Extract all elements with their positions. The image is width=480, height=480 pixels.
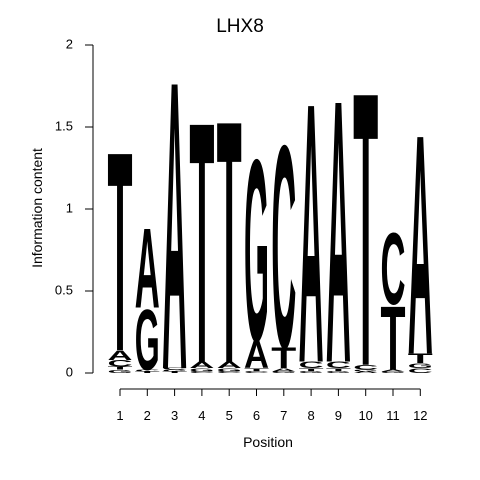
logo-letter-g: G	[135, 291, 160, 388]
logo-letter-a: A	[381, 369, 406, 372]
x-tick-label: 6	[253, 408, 260, 423]
logo-letter-t: T	[135, 371, 160, 374]
logo-letter-c: C	[381, 213, 406, 327]
logo-letter-t: T	[189, 50, 214, 435]
logo-letter-c: C	[189, 371, 214, 374]
logo-letter-t: T	[408, 351, 433, 366]
x-tick-label: 5	[226, 408, 233, 423]
x-tick-label: 4	[198, 408, 205, 423]
logo-letter-a: A	[408, 71, 433, 421]
x-axis: 1 2 3 4 5 6 7 8 9 10 11 12	[116, 388, 428, 423]
logo-letter-a: A	[108, 347, 133, 363]
logo-letter-g: G	[217, 367, 242, 372]
logo-letter-t: T	[381, 287, 406, 389]
logo-letter-a: A	[135, 205, 160, 332]
x-tick-label: 8	[307, 408, 314, 423]
logo-letter-g: G	[299, 371, 324, 374]
logo-letter-t: T	[326, 367, 351, 372]
logo-letter-c: C	[408, 367, 433, 375]
x-axis-label: Position	[243, 434, 293, 450]
y-tick-label: 1	[66, 200, 73, 215]
logo-letter-c: C	[353, 364, 378, 372]
logo-letter-t: T	[244, 367, 269, 372]
logo-letter-a: A	[299, 25, 324, 440]
y-axis: 0 0.5 1 1.5 2	[55, 36, 94, 379]
logo-letter-t: T	[108, 366, 133, 371]
x-tick-label: 12	[413, 408, 427, 423]
y-tick-label: 0.5	[55, 282, 73, 297]
logo-letter-c: C	[162, 368, 187, 371]
logo-letter-g: G	[244, 107, 269, 396]
logo-letter-g: G	[381, 371, 406, 374]
y-axis-label: Information content	[29, 148, 45, 268]
logo-letter-c: C	[108, 359, 133, 369]
logo-letter-t: T	[271, 342, 296, 375]
x-tick-label: 3	[171, 408, 178, 423]
logo-letter-c: C	[217, 371, 242, 374]
logo-letter-c: C	[326, 360, 351, 370]
logo-letter-t: T	[162, 371, 187, 374]
logo-letter-c: C	[271, 86, 296, 409]
logo-letter-c: C	[135, 369, 160, 372]
y-tick-label: 1.5	[55, 118, 73, 133]
x-tick-label: 10	[358, 408, 372, 423]
logo-letter-a: A	[217, 360, 242, 370]
logo-letter-c: C	[244, 371, 269, 374]
x-tick-label: 9	[335, 408, 342, 423]
logo-letter-a: A	[326, 21, 351, 442]
x-tick-label: 7	[280, 408, 287, 423]
logo-letter-g: G	[326, 371, 351, 374]
logo-letter-t: T	[353, 12, 378, 449]
logo-letter-g: G	[271, 371, 296, 374]
y-tick-label: 2	[66, 36, 73, 51]
logo-letter-a: A	[353, 371, 378, 374]
logo-letter-a: A	[162, 0, 187, 455]
logo-letter-t: T	[299, 367, 324, 372]
x-tick-label: 2	[144, 408, 151, 423]
logo-letter-a: A	[189, 360, 214, 370]
y-tick-label: 0	[66, 364, 73, 379]
logo-letter-t: T	[217, 50, 242, 436]
logo-letter-g: G	[353, 369, 378, 372]
logo-letter-g: G	[162, 369, 187, 372]
logo-letter-g: G	[189, 367, 214, 372]
logo-letter-t: T	[108, 94, 133, 412]
logo-letter-a: A	[271, 367, 296, 372]
logo-letter-g: G	[408, 362, 433, 370]
logo-letter-c: C	[299, 360, 324, 370]
x-tick-label: 11	[386, 408, 400, 423]
chart-title: LHX8	[216, 16, 264, 37]
x-tick-label: 1	[116, 408, 123, 423]
logo-letter-g: G	[108, 369, 133, 374]
logo-letter-a: A	[244, 333, 269, 376]
